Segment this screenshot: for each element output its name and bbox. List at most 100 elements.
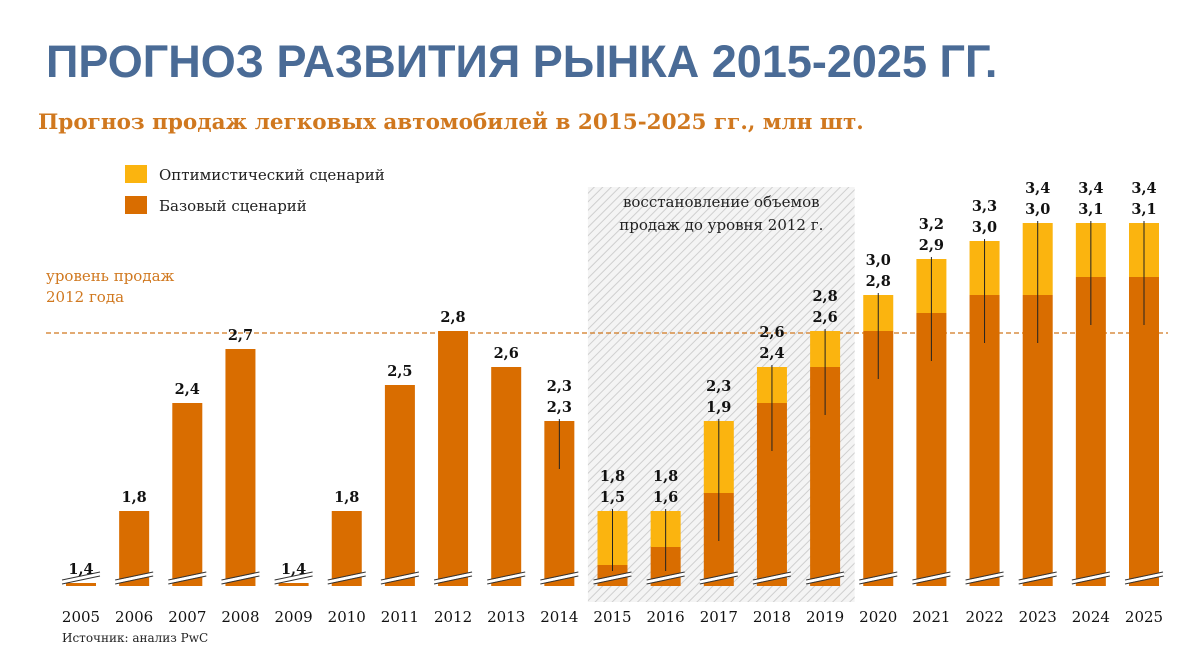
optimistic-value-label-2018: 2,6	[759, 324, 784, 341]
axis-break-mark	[699, 572, 739, 584]
legend-label-base: Базовый сценарий	[159, 197, 307, 215]
optimistic-value-label-2019: 2,8	[812, 288, 837, 305]
base-bar-2007	[172, 403, 203, 586]
source-note: Источник: анализ PwC	[62, 631, 209, 645]
optimistic-value-label-2022: 3,3	[972, 198, 997, 215]
x-tick-label-2024: 2024	[1072, 608, 1110, 626]
axis-break-line	[965, 575, 1004, 585]
x-tick-label-2019: 2019	[806, 608, 844, 626]
axis-break-mark	[858, 572, 898, 584]
axis-break-mark	[221, 572, 260, 584]
axis-break-line	[1124, 571, 1164, 581]
x-tick-label-2008: 2008	[221, 608, 259, 626]
optimistic-value-label-2014: 2,3	[547, 378, 572, 395]
base-value-label-2022: 3,0	[972, 219, 997, 236]
axis-break-mark	[327, 572, 367, 584]
x-tick-label-2014: 2014	[540, 608, 578, 626]
axis-break-line	[1071, 575, 1110, 585]
axis-break-line	[115, 575, 154, 585]
base-value-label-2025: 3,1	[1131, 201, 1156, 218]
axis-break-line	[274, 575, 313, 585]
axis-break-mark	[540, 572, 579, 584]
axis-break-mark	[646, 572, 685, 584]
axis-break-mark	[912, 572, 951, 584]
optimistic-value-label-2021: 3,2	[919, 216, 944, 233]
base-value-label-2008: 2,7	[228, 327, 253, 344]
base-value-label-2024: 3,1	[1078, 201, 1103, 218]
base-value-label-2021: 2,9	[919, 237, 944, 254]
x-tick-label-2006: 2006	[115, 608, 153, 626]
axis-break-mark	[752, 572, 792, 584]
base-value-label-2009: 1,4	[281, 561, 306, 578]
axis-break-line	[61, 571, 101, 581]
axis-break-mark	[1018, 572, 1058, 584]
x-tick-label-2012: 2012	[434, 608, 472, 626]
legend-swatch-optimistic	[125, 165, 147, 183]
axis-break-line	[221, 575, 260, 585]
optimistic-value-label-2023: 3,4	[1025, 180, 1050, 197]
base-value-label-2006: 1,8	[122, 489, 147, 506]
x-tick-label-2009: 2009	[275, 608, 313, 626]
axis-break-mark	[1071, 572, 1111, 584]
axis-break-line	[859, 575, 898, 585]
x-tick-label-2017: 2017	[700, 608, 738, 626]
base-bar-2025	[1129, 277, 1159, 586]
axis-break-line	[487, 571, 526, 581]
axis-break-line	[61, 575, 101, 585]
legend-label-optimistic: Оптимистический сценарий	[159, 166, 385, 184]
shaded-region-label-line2: продаж до уровня 2012 г.	[619, 216, 823, 234]
base-bar-2022	[969, 295, 1000, 586]
page-title: ПРОГНОЗ РАЗВИТИЯ РЫНКА 2015-2025 ГГ.	[46, 36, 998, 87]
axis-break-line	[433, 571, 473, 581]
x-tick-label-2023: 2023	[1019, 608, 1057, 626]
axis-break-line	[859, 571, 898, 581]
axis-break-line	[912, 571, 951, 581]
base-value-label-2011: 2,5	[387, 363, 412, 380]
axis-break-line	[593, 571, 632, 581]
axis-break-mark	[486, 572, 526, 584]
base-value-label-2018: 2,4	[759, 345, 784, 362]
axis-break-line	[540, 575, 579, 585]
base-bar-2011	[384, 385, 415, 586]
x-tick-label-2010: 2010	[328, 608, 366, 626]
x-tick-label-2021: 2021	[912, 608, 950, 626]
axis-break-mark	[61, 572, 101, 584]
x-tick-label-2013: 2013	[487, 608, 525, 626]
x-tick-label-2018: 2018	[753, 608, 791, 626]
base-value-label-2013: 2,6	[494, 345, 519, 362]
optimistic-value-label-2016: 1,8	[653, 468, 678, 485]
x-tick-label-2020: 2020	[859, 608, 897, 626]
base-value-label-2014: 2,3	[547, 399, 572, 416]
x-tick-label-2016: 2016	[647, 608, 685, 626]
x-tick-label-2022: 2022	[965, 608, 1003, 626]
optimistic-value-label-2020: 3,0	[866, 252, 891, 269]
base-bar-2008	[225, 349, 256, 586]
axis-break-line	[593, 575, 632, 585]
axis-break-line	[646, 571, 685, 581]
base-value-label-2015: 1,5	[600, 489, 625, 506]
x-tick-label-2015: 2015	[593, 608, 631, 626]
axis-break-line	[168, 571, 207, 581]
axis-break-line	[1018, 571, 1057, 581]
legend-swatch-base	[125, 196, 147, 214]
base-bar-2012	[438, 331, 469, 586]
axis-break-line	[646, 575, 685, 585]
optimistic-value-label-2025: 3,4	[1131, 180, 1156, 197]
axis-break-line	[540, 571, 579, 581]
axis-break-line	[699, 575, 738, 585]
reference-line-label-line1: уровень продаж	[46, 267, 175, 285]
x-tick-label-2011: 2011	[381, 608, 419, 626]
base-value-label-2020: 2,8	[866, 273, 891, 290]
axis-break-line	[327, 571, 366, 581]
base-value-label-2016: 1,6	[653, 489, 678, 506]
base-value-label-2023: 3,0	[1025, 201, 1050, 218]
axis-break-line	[274, 571, 313, 581]
axis-break-line	[380, 575, 420, 585]
axis-break-mark	[805, 572, 845, 584]
axis-break-line	[699, 571, 738, 581]
base-bar-2024	[1075, 277, 1106, 586]
axis-break-line	[327, 575, 366, 585]
axis-break-mark	[114, 572, 154, 584]
axis-break-line	[433, 575, 473, 585]
axis-break-line	[1124, 575, 1164, 585]
